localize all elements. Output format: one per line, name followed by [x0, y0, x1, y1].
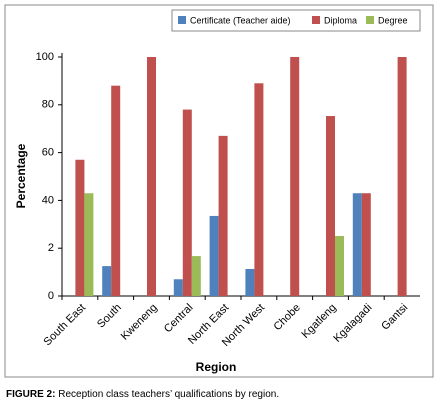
legend-label: Certificate (Teacher aide)	[190, 15, 291, 25]
caption-label: FIGURE 2:	[6, 389, 55, 400]
y-axis-title: Percentage	[14, 143, 28, 208]
caption-text: Reception class teachers’ qualifications…	[58, 389, 279, 400]
bar	[245, 268, 255, 296]
bar	[254, 83, 264, 296]
bar	[361, 193, 371, 296]
y-tick-label: 100	[36, 51, 54, 63]
x-axis-title: Region	[196, 360, 237, 374]
y-tick-label: 80	[42, 99, 54, 111]
bar	[147, 57, 156, 296]
bar	[84, 193, 94, 296]
y-tick-label: 60	[42, 147, 54, 159]
bar	[102, 266, 112, 296]
y-tick-label: 2	[48, 242, 54, 254]
y-tick-label: 40	[42, 194, 54, 206]
bar	[182, 109, 192, 296]
bar	[173, 279, 183, 296]
legend-label: Diploma	[324, 15, 357, 25]
bar	[209, 215, 219, 296]
bar	[397, 57, 407, 296]
bar	[290, 57, 300, 296]
bar	[326, 116, 335, 297]
bar	[218, 135, 228, 296]
bar	[335, 236, 344, 296]
bar	[111, 85, 121, 297]
bar	[191, 256, 201, 296]
y-tick-label: 0	[48, 290, 54, 302]
bar	[75, 159, 85, 296]
legend	[171, 9, 421, 32]
legend-swatch	[178, 16, 186, 24]
caption: FIGURE 2: Reception class teachers’ qual…	[6, 389, 279, 400]
legend-swatch	[312, 16, 320, 24]
legend-label: Degree	[378, 15, 408, 25]
legend-swatch	[366, 16, 374, 24]
bar	[352, 193, 362, 296]
